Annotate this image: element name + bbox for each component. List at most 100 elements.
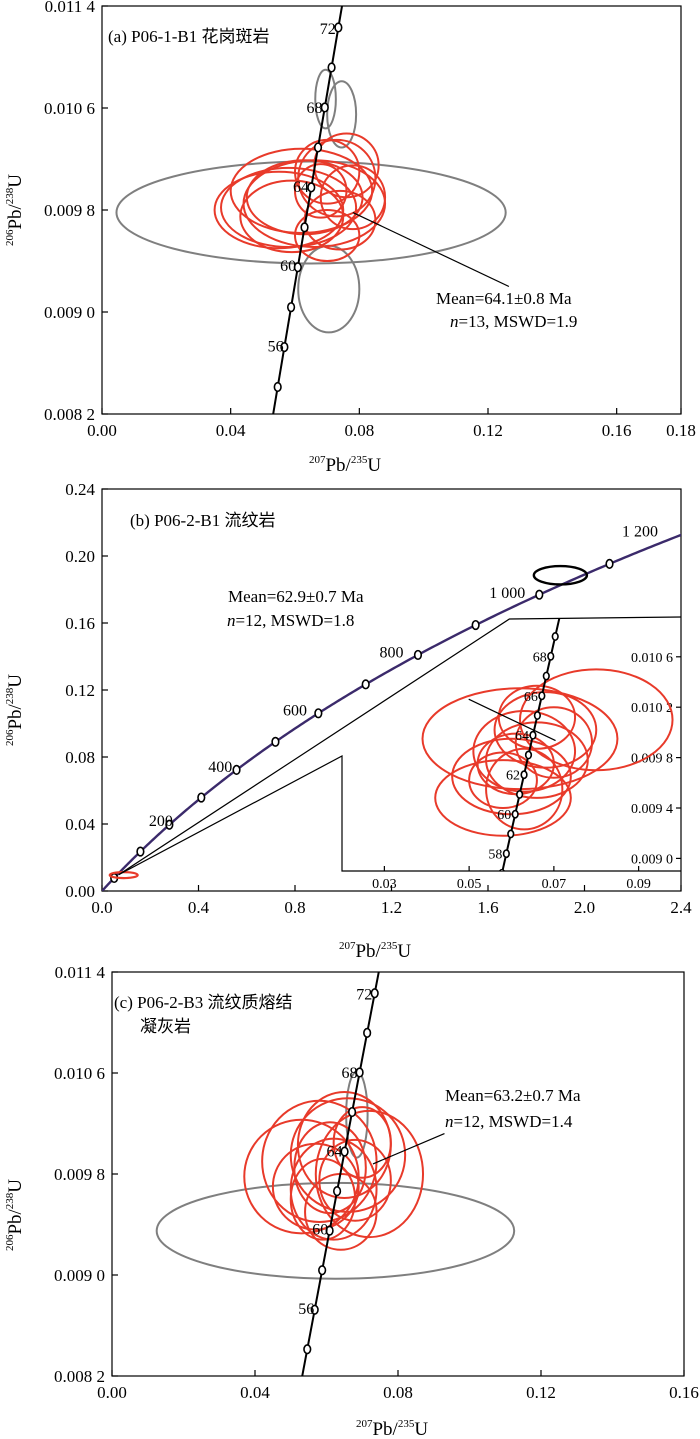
panel-c-xtick-label: 0.00 xyxy=(97,1383,127,1402)
panel-c-plot-frame xyxy=(111,971,685,1377)
panel-b-ytick-label: 0.12 xyxy=(65,681,95,700)
panel-a-plot-frame xyxy=(101,5,682,415)
panel-c-ellipse xyxy=(314,1109,425,1239)
panel-c-ellipse xyxy=(318,1138,392,1222)
panel-a-age-marker xyxy=(293,262,302,273)
panel-b-leader-line xyxy=(468,698,556,742)
panel-b-mean: Mean=62.9±0.7 Ma xyxy=(228,587,364,606)
panel-b-age-marker xyxy=(232,764,241,775)
panel-b-age-marker xyxy=(361,679,370,690)
panel-a-age-label: 72 xyxy=(320,21,336,38)
panel-b-xtick-label: 2.4 xyxy=(670,898,692,917)
panel-b-inset-ellipse xyxy=(434,759,572,837)
panel-a-ellipse xyxy=(229,147,374,234)
panel-a-ylabel: 206Pb/238U xyxy=(4,174,26,246)
panel-a-age-label: 64 xyxy=(293,179,309,196)
panel-b-age-label: 600 xyxy=(283,703,307,720)
panel-b-inset-age-label: 58 xyxy=(488,848,502,863)
panel-b-inset-age-marker xyxy=(516,790,524,799)
panel-b-ytick-label: 0.24 xyxy=(65,480,95,499)
panel-b-inset-age-label: 66 xyxy=(524,690,538,705)
panel-b-zoom-line-upper xyxy=(118,616,682,876)
panel-b-ytick-label: 0.04 xyxy=(65,815,95,834)
panel-b-xtick-label: 0.8 xyxy=(284,898,305,917)
panel-a-age-marker xyxy=(286,302,296,313)
panel-b-age-label: 800 xyxy=(380,645,404,662)
panel-c-title-line2: 凝灰岩 xyxy=(140,1017,191,1036)
panel-b-xtick-label: 1.6 xyxy=(477,898,498,917)
panel-c-n-mswd: n=12, MSWD=1.4 xyxy=(445,1112,573,1131)
panel-b-inset-ellipse xyxy=(468,751,538,810)
panel-a-age-marker xyxy=(273,381,282,393)
panel-b-age-marker xyxy=(413,649,423,661)
panel-a-ellipse xyxy=(319,164,387,231)
panel-a-leader-line xyxy=(352,212,510,288)
panel-b-xlabel: 207Pb/235U xyxy=(339,940,411,962)
panel-b-xtick-label: 1.2 xyxy=(381,898,402,917)
panel-a-chart: 0.00 0.04 0.08 0.12 0.16 0.18 0.008 2 0.009 0 0.… xyxy=(44,0,696,440)
panel-b-inset-age-marker xyxy=(520,770,528,780)
panel-b-inset-age-marker xyxy=(511,809,519,819)
panel-b-age-label: 400 xyxy=(208,759,232,776)
panel-b-inset-age-marker xyxy=(533,711,541,720)
panel-b-inset-age-marker xyxy=(547,651,555,661)
panel-b-inset-age-marker xyxy=(502,849,510,859)
panel-b-ytick-label: 0.00 xyxy=(65,882,95,901)
panel-c-ellipse xyxy=(271,1142,360,1231)
panel-b-age-marker xyxy=(684,528,691,537)
panel-c-age-marker xyxy=(325,1225,334,1236)
panel-b-ylabel: 206Pb/238U xyxy=(4,674,26,746)
panel-b-age-marker xyxy=(197,792,206,803)
panel-c-age-marker xyxy=(355,1067,364,1078)
panel-c-age-marker xyxy=(310,1304,319,1315)
panel-a-age-label: 68 xyxy=(307,100,323,117)
panel-c-xtick-label: 0.08 xyxy=(383,1383,413,1402)
panel-a-age-marker xyxy=(320,102,329,113)
panel-c-age-marker xyxy=(332,1186,342,1197)
panel-b-inset-age-marker xyxy=(524,750,533,760)
panel-a-age-label: 56 xyxy=(268,338,284,355)
panel-b-inset-ellipse xyxy=(451,737,572,816)
panel-b-age-label: 1 200 xyxy=(622,523,658,540)
panel-a-xtick-label: 0.04 xyxy=(216,421,246,440)
panel-b-ytick-label: 0.08 xyxy=(65,748,95,767)
panel-b-inset-age-label: 64 xyxy=(515,729,529,744)
panel-c-mean: Mean=63.2±0.7 Ma xyxy=(445,1086,581,1105)
panel-c-xtick-label: 0.16 xyxy=(669,1383,699,1402)
panel-b-inset-age-marker xyxy=(538,691,546,701)
panel-a-age-marker xyxy=(313,142,323,153)
panel-c-title: (c) P06-2-B3 流纹质熔结 xyxy=(114,993,292,1012)
panel-a-rejected-ellipse xyxy=(326,80,358,149)
panel-b-inset-age-label: 62 xyxy=(506,769,520,784)
panel-c-rejected-ellipse xyxy=(155,1181,516,1280)
panel-a-rejected-ellipse xyxy=(115,160,507,265)
panel-b-ytick-label: 0.20 xyxy=(65,547,95,566)
panel-a-ytick-label: 0.008 2 xyxy=(44,405,95,424)
panel-b-inset-ellipse xyxy=(518,668,674,772)
panel-a-xtick-label: 0.00 xyxy=(87,421,117,440)
panel-b-inset-age-marker xyxy=(529,730,537,740)
panel-b-inset-age-marker xyxy=(551,632,559,641)
panel-b-age-label: 1 000 xyxy=(489,585,525,602)
panel-a-ytick-label: 0.010 6 xyxy=(44,99,95,118)
panel-c-age-marker xyxy=(318,1265,327,1276)
panel-b-plot-frame xyxy=(101,488,682,892)
panel-b-rejected-ellipse xyxy=(532,564,589,586)
panel-c-ellipse xyxy=(332,1106,392,1179)
panel-a-rejected-ellipse xyxy=(314,68,337,130)
panel-c-ytick-label: 0.008 2 xyxy=(54,1367,105,1386)
panel-b-n-mswd: n=12, MSWD=1.8 xyxy=(227,611,354,630)
panel-c-ytick-label: 0.009 0 xyxy=(54,1266,105,1285)
panel-b-xtick-label: 0.0 xyxy=(91,898,112,917)
panel-b-age-marker xyxy=(136,846,145,857)
panel-c-age-marker xyxy=(347,1106,357,1118)
panel-b-inset-age-marker xyxy=(498,868,505,871)
panel-a-ellipse xyxy=(294,163,348,219)
panel-c-ytick-label: 0.011 4 xyxy=(55,963,106,982)
panel-a-ytick-label: 0.009 8 xyxy=(44,201,95,220)
panel-c-age-marker xyxy=(303,1344,312,1355)
panel-b-concordia-curve xyxy=(102,533,681,891)
panel-b-inset-xtick-label: 0.07 xyxy=(542,877,567,892)
panel-a-ellipse xyxy=(294,209,361,262)
panel-b-inset-age-label: 68 xyxy=(533,650,547,665)
